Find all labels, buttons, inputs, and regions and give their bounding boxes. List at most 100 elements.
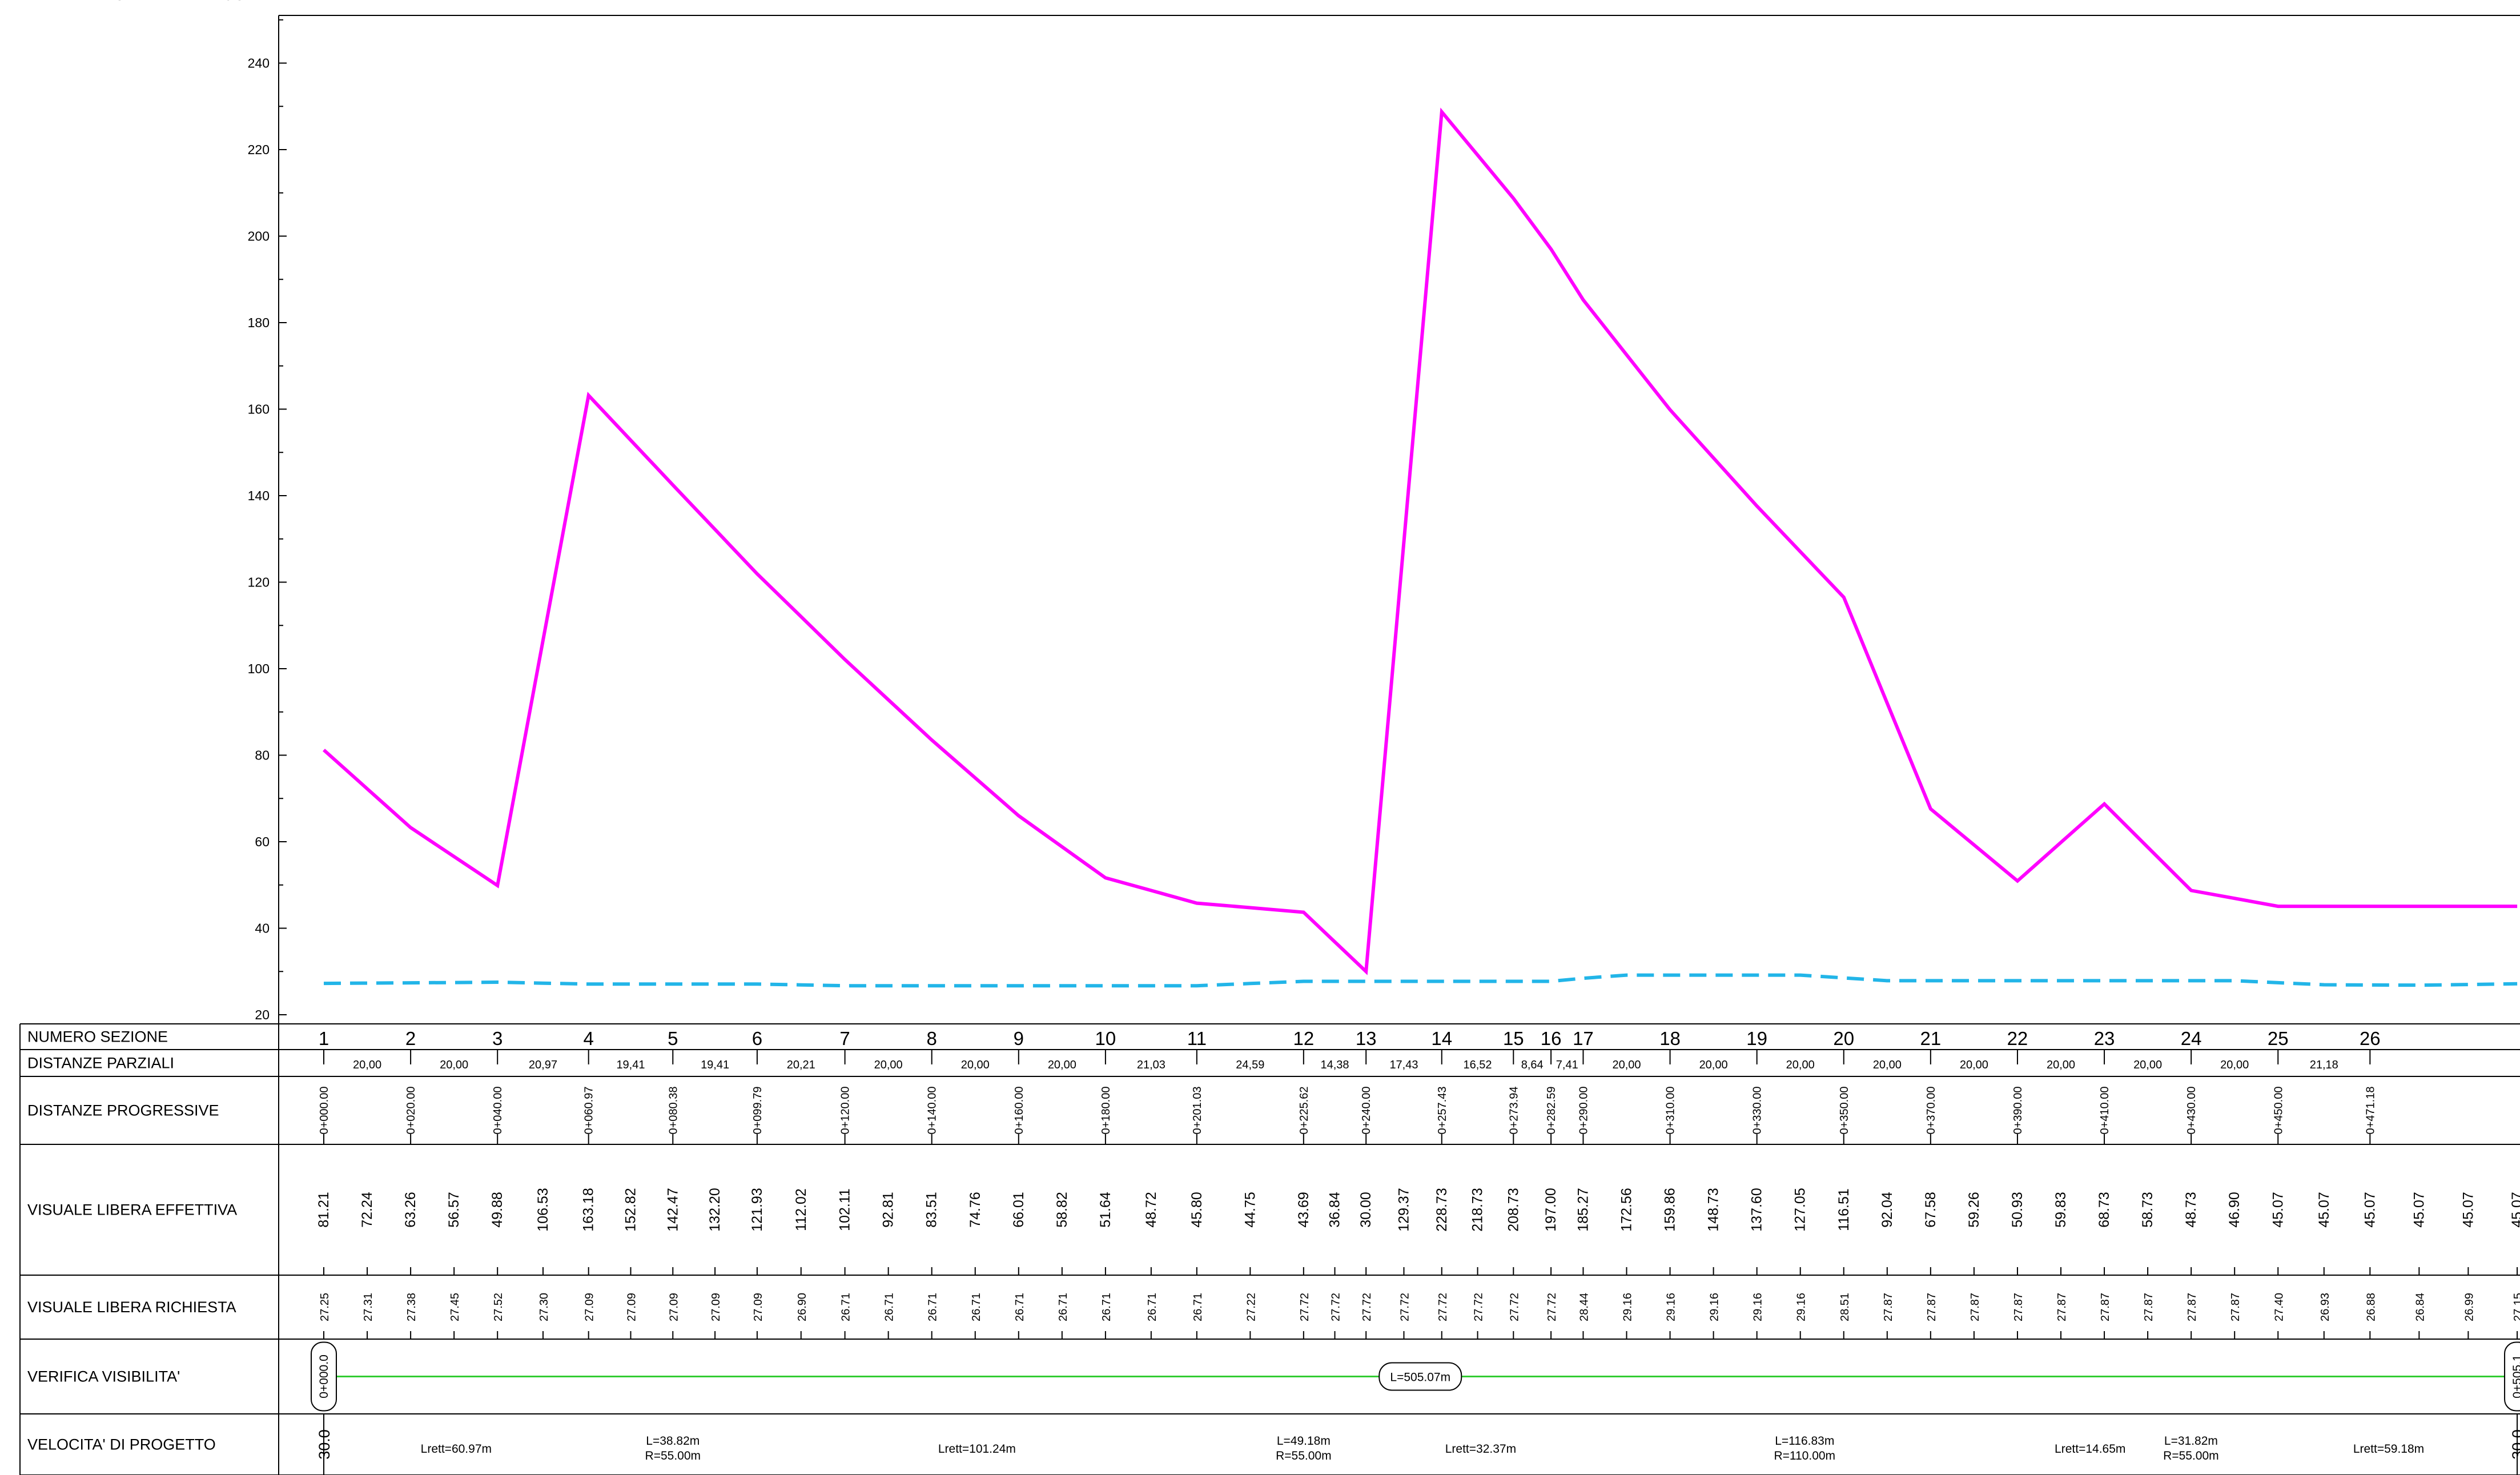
y-tick-label: 100	[248, 661, 270, 676]
visuale-effettiva-value: 116.51	[1836, 1188, 1852, 1231]
y-tick-label: 140	[248, 488, 270, 503]
planimetrico-radius: R=55.00m	[645, 1449, 701, 1462]
section-number: 2	[405, 1028, 416, 1049]
row-label: VERIFICA VISIBILITA'	[27, 1368, 180, 1385]
visuale-effettiva-value: 58.82	[1054, 1192, 1070, 1228]
visuale-effettiva-value: 45.07	[2411, 1192, 2427, 1228]
visuale-effettiva-value: 50.93	[2009, 1192, 2025, 1228]
visuale-richiesta-value: 27.52	[492, 1293, 505, 1321]
section-number: 21	[1920, 1028, 1941, 1049]
visuale-richiesta-value: 27.09	[710, 1293, 722, 1321]
partial-distance: 20,00	[2047, 1059, 2075, 1071]
visuale-effettiva-value: 45.07	[2316, 1192, 2332, 1228]
visuale-richiesta-value: 26.99	[2463, 1293, 2475, 1321]
visuale-effettiva-value: 127.05	[1792, 1188, 1808, 1231]
visuale-effettiva-value: 185.27	[1575, 1188, 1591, 1231]
visuale-effettiva-value: 152.82	[622, 1188, 638, 1231]
partial-distance: 20,00	[353, 1059, 381, 1071]
visuale-effettiva-value: 159.86	[1662, 1188, 1678, 1231]
section-number: 20	[1833, 1028, 1854, 1049]
planimetrico-radius: R=55.00m	[1276, 1449, 1331, 1462]
visuale-richiesta-value: 26.88	[2365, 1293, 2377, 1321]
visuale-richiesta-value: 29.16	[1622, 1293, 1634, 1321]
visuale-effettiva-value: 45.07	[2362, 1192, 2378, 1228]
partial-distance: 7,41	[1556, 1059, 1578, 1071]
section-number: 22	[2007, 1028, 2028, 1049]
partial-distance: 20,00	[874, 1059, 903, 1071]
section-number: 13	[1356, 1028, 1377, 1049]
progressive-distance: 0+273.94	[1508, 1087, 1520, 1135]
visuale-effettiva-value: 102.11	[837, 1188, 853, 1231]
visuale-effettiva-value: 92.04	[1879, 1192, 1895, 1228]
section-number: 1	[319, 1028, 329, 1049]
visuale-richiesta-value: 27.15	[2512, 1293, 2520, 1321]
progressive-distance: 0+471.18	[2364, 1087, 2377, 1135]
visuale-effettiva-value: 48.72	[1143, 1192, 1159, 1228]
partial-distance: 17,43	[1389, 1059, 1418, 1071]
section-number: 10	[1095, 1028, 1116, 1049]
y-tick-label: 160	[248, 402, 270, 417]
visuale-richiesta-value: 26.93	[2319, 1293, 2332, 1321]
progressive-distance: 0+370.00	[1925, 1087, 1938, 1135]
section-number: 4	[583, 1028, 593, 1049]
progressive-distance: 0+350.00	[1838, 1087, 1851, 1135]
visuale-effettiva-value: 121.93	[749, 1188, 765, 1231]
y-tick-label: 240	[248, 56, 270, 71]
section-number: 6	[752, 1028, 762, 1049]
progressive-distance: 0+160.00	[1013, 1087, 1026, 1135]
visuale-effettiva-value: 72.24	[359, 1192, 375, 1228]
series-line-visuale-effettiva	[322, 107, 2518, 975]
verifica-length-label: L=505.07m	[1390, 1371, 1450, 1384]
visuale-effettiva-value: 59.83	[2053, 1192, 2069, 1228]
visuale-richiesta-value: 29.16	[1709, 1293, 1721, 1321]
partial-distance: 20,00	[2220, 1059, 2249, 1071]
section-number: 17	[1573, 1028, 1594, 1049]
row-label: DISTANZE PROGRESSIVE	[27, 1102, 219, 1119]
visuale-effettiva-value: 106.53	[535, 1188, 551, 1231]
partial-distance: 21,18	[2310, 1059, 2338, 1071]
series-layer	[322, 107, 2518, 988]
planimetrico-length: Lrett=101.24m	[938, 1442, 1016, 1456]
visuale-richiesta-value: 27.87	[2056, 1293, 2068, 1321]
partial-distance: 20,00	[2133, 1059, 2162, 1071]
visuale-richiesta-value: 27.72	[1330, 1293, 1343, 1321]
planimetrico-radius: R=110.00m	[1774, 1449, 1835, 1462]
visuale-effettiva-value: 58.73	[2140, 1192, 2156, 1228]
visuale-richiesta-value: 28.51	[1839, 1293, 1851, 1321]
visuale-effettiva-value: 43.69	[1296, 1192, 1312, 1228]
section-number: 3	[492, 1028, 503, 1049]
partial-distance: 19,41	[701, 1059, 729, 1071]
planimetrico-length: L=49.18m	[1277, 1434, 1331, 1448]
section-number: 5	[668, 1028, 678, 1049]
visuale-richiesta-value: 27.40	[2273, 1293, 2285, 1321]
visuale-effettiva-value: 142.47	[665, 1188, 681, 1231]
visuale-effettiva-value: 44.75	[1242, 1192, 1258, 1228]
partial-distance: 20,00	[1612, 1059, 1641, 1071]
visuale-effettiva-value: 228.73	[1434, 1188, 1450, 1231]
visuale-effettiva-value: 46.90	[2226, 1192, 2242, 1228]
planimetrico-length: L=38.82m	[646, 1434, 700, 1448]
visuale-effettiva-value: 45.07	[2270, 1192, 2286, 1228]
row-label: VISUALE LIBERA EFFETTIVA	[27, 1201, 237, 1219]
visuale-effettiva-value: 56.57	[446, 1192, 462, 1228]
progressive-distance: 0+450.00	[2272, 1087, 2285, 1135]
visuale-effettiva-value: 74.76	[967, 1192, 983, 1228]
progressive-distance: 0+240.00	[1360, 1087, 1373, 1135]
verifica-endpoint-label: 0+000.0	[317, 1355, 331, 1398]
progressive-distance: 0+225.62	[1298, 1087, 1311, 1135]
partial-distance: 20,00	[1873, 1059, 1902, 1071]
section-number: 7	[839, 1028, 850, 1049]
visuale-effettiva-value: 63.26	[403, 1192, 419, 1228]
visuale-richiesta-value: 26.71	[1100, 1293, 1113, 1321]
partial-distance: 8,64	[1521, 1059, 1544, 1071]
visuale-effettiva-value: 129.37	[1396, 1188, 1412, 1231]
y-tick-label: 60	[255, 834, 270, 849]
visuale-effettiva-value: 81.21	[316, 1192, 332, 1228]
section-number: 11	[1187, 1028, 1207, 1049]
progressive-distance: 0+430.00	[2185, 1087, 2198, 1135]
visuale-richiesta-value: 27.45	[449, 1293, 461, 1321]
data-table: NUMERO SEZIONE DISTANZE PARZIALI DISTANZE …	[19, 0, 2520, 1475]
visuale-effettiva-value: 112.02	[793, 1188, 809, 1231]
velocita-value: 30.0	[2509, 1429, 2520, 1460]
